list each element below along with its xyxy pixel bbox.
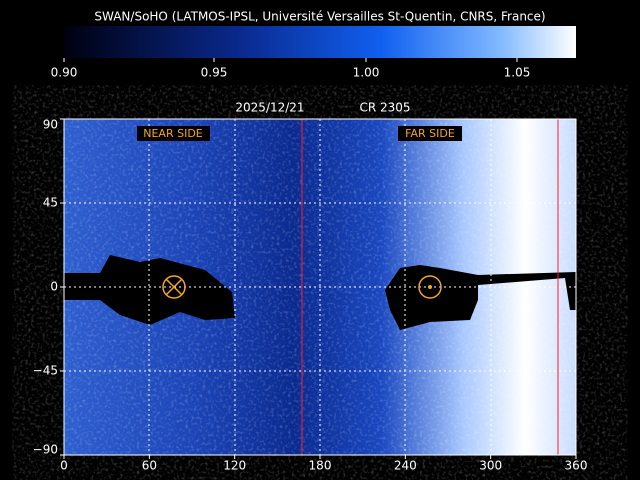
y-tick-label: 45 bbox=[43, 196, 58, 210]
near-side-label: NEAR SIDE bbox=[143, 127, 203, 140]
y-tick-label: −90 bbox=[33, 443, 58, 457]
x-tick-label: 180 bbox=[309, 459, 332, 473]
colorbar bbox=[64, 26, 576, 58]
map bbox=[63, 118, 577, 456]
x-tick-label: 60 bbox=[142, 459, 157, 473]
near-side-box bbox=[137, 126, 210, 141]
x-tick-label: 240 bbox=[394, 459, 417, 473]
far-side-box bbox=[398, 126, 462, 141]
x-tick-label: 120 bbox=[223, 459, 246, 473]
y-tick-label: 0 bbox=[50, 280, 58, 294]
x-tick-label: 0 bbox=[60, 459, 68, 473]
y-tick-label: −45 bbox=[33, 364, 58, 378]
x-tick-label: 360 bbox=[565, 459, 588, 473]
map-date: 2025/12/21 bbox=[235, 101, 304, 115]
map-rotation: CR 2305 bbox=[359, 101, 410, 115]
colorbar-tick-label: 1.00 bbox=[353, 66, 380, 80]
far-side-label: FAR SIDE bbox=[405, 127, 455, 140]
y-tick-label: 90 bbox=[43, 118, 58, 132]
title: SWAN/SoHO (LATMOS-IPSL, Université Versa… bbox=[94, 10, 545, 24]
x-tick-label: 300 bbox=[479, 459, 502, 473]
colorbar-tick-label: 0.90 bbox=[51, 66, 78, 80]
colorbar-tick-label: 1.05 bbox=[504, 66, 531, 80]
colorbar-tick-label: 0.95 bbox=[201, 66, 228, 80]
